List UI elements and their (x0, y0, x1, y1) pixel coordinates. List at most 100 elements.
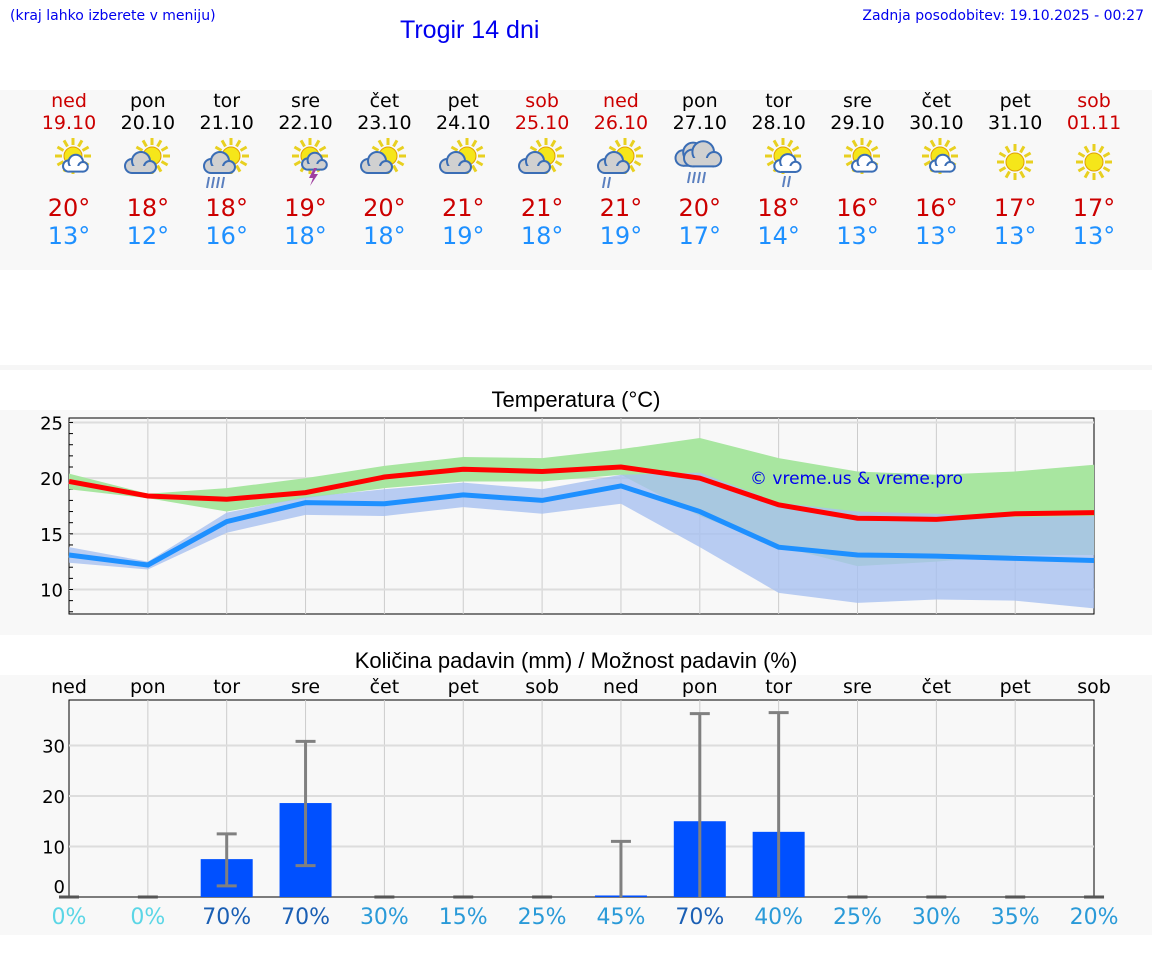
sun-ray (392, 139, 399, 148)
cloud-icon (929, 153, 957, 173)
rain-icon (786, 175, 791, 188)
sun-ray (845, 160, 853, 167)
location-menu-hint[interactable]: (kraj lahko izberete v meniju) (10, 8, 216, 24)
sun-ray (234, 164, 241, 173)
sun-ray (845, 145, 853, 152)
sun-ray (633, 145, 642, 152)
sun-ray (554, 145, 563, 152)
sun-ray (397, 145, 405, 152)
day-date: 20.10 (120, 112, 176, 134)
sun-ray (77, 139, 84, 148)
sun-ray (141, 139, 148, 148)
day-date: 24.10 (436, 112, 491, 134)
y-tick-label: 10 (42, 837, 65, 858)
sun-ray (378, 139, 385, 148)
sun-ray (1023, 151, 1032, 158)
y-tick-label: 30 (42, 736, 65, 757)
min-temp: 12° (126, 222, 170, 250)
precip-probability: 30% (911, 905, 961, 930)
day-forecast: sre 29.10 16° 13° (818, 90, 898, 250)
sun-icon (997, 144, 1034, 180)
day-name: ned (603, 90, 639, 112)
precip-probability: 15% (438, 905, 488, 930)
max-temp: 17° (993, 194, 1037, 222)
cloud-part (857, 166, 872, 172)
y-tick-label: 20 (42, 787, 65, 808)
sun-ray (930, 139, 937, 148)
max-temp: 19° (284, 194, 327, 222)
min-temp: 14° (757, 222, 800, 250)
day-forecast: sob 01.11 17° 13° (1054, 90, 1134, 250)
weather-icon-sun-small-cloud (922, 138, 959, 174)
sun-ray (1019, 145, 1026, 154)
max-temp: 21° (441, 194, 485, 222)
day-name: tor (765, 90, 793, 112)
sun-ray (160, 160, 169, 167)
weather-icon-sun (997, 144, 1034, 180)
sun-ray (766, 160, 774, 167)
sun-ray (397, 160, 405, 167)
precip-probability: 25% (833, 905, 882, 930)
min-temp: 17° (678, 222, 722, 250)
lightning-icon (308, 168, 318, 186)
cloud-icon (596, 151, 630, 174)
weather-icon-sun-thunderstorm (291, 138, 328, 186)
day-date: 30.10 (909, 112, 964, 134)
max-temp: 21° (520, 194, 564, 222)
cloud-icon (123, 151, 157, 174)
weather-icon-partly-cloudy-rain (202, 138, 249, 188)
rain-icon (606, 176, 611, 188)
day-name: sob (525, 90, 559, 112)
day-name: pet (447, 90, 479, 112)
sun-ray (56, 145, 65, 152)
precip-day-label: sre (291, 676, 321, 698)
y-tick-label: 15 (40, 525, 63, 546)
min-temp: 13° (915, 222, 958, 250)
day-date: 23.10 (357, 112, 412, 134)
y-tick-label: 25 (40, 413, 63, 434)
sun-ray (239, 160, 248, 167)
min-temp: 13° (1072, 222, 1116, 250)
last-updated: Zadnja posodobitev: 19.10.2025 - 00:27 (862, 8, 1144, 24)
precip-day-label: sre (843, 676, 872, 698)
sun-ray (293, 160, 301, 167)
cloud-part (68, 166, 83, 172)
sun-disc (1084, 152, 1104, 172)
precip-probability: 40% (754, 905, 804, 930)
precipitation-chart-title: Količina padavin (mm) / Možnost padavin … (354, 648, 798, 673)
sun-ray (293, 145, 301, 152)
divider (0, 365, 1152, 370)
day-name: ned (51, 90, 87, 112)
weather-icon-sun-small-cloud (843, 138, 880, 174)
sun-ray (135, 145, 144, 152)
day-forecast: sob 25.10 21° 18° (502, 90, 582, 250)
min-temp: 18° (520, 222, 564, 250)
day-date: 22.10 (278, 112, 333, 134)
rain-icon (686, 171, 691, 184)
cloud-icon (62, 153, 89, 173)
sun-ray (1098, 170, 1105, 179)
precip-probability: 70% (675, 905, 725, 930)
max-temp: 18° (126, 194, 170, 222)
day-forecast: ned 26.10 21° 19° (581, 90, 661, 250)
day-forecast: ned 19.10 20° 13° (29, 90, 109, 250)
watermark: © vreme.us & vreme.pro (750, 469, 963, 489)
weather-icon-sun-cloud-light-rain (764, 138, 802, 188)
sun-ray (81, 145, 90, 152)
cloud-part (526, 166, 545, 173)
sun-ray (791, 145, 799, 152)
rain-icon (691, 171, 696, 184)
rain-icon (701, 171, 706, 184)
sun-ray (550, 139, 557, 148)
sun-ray (476, 145, 484, 152)
cloud-part (210, 166, 229, 173)
forecast-strip (0, 90, 1152, 270)
precip-day-label: pet (999, 676, 1031, 698)
sun-ray (214, 145, 222, 152)
weather-icon-partly-cloudy-light-rain (596, 138, 643, 188)
day-date: 26.10 (593, 112, 649, 134)
sun-ray (529, 145, 538, 152)
temperature-chart-title: Temperatura (°C) (491, 387, 661, 412)
sun-ray (772, 139, 779, 148)
sun-ray (786, 139, 793, 148)
